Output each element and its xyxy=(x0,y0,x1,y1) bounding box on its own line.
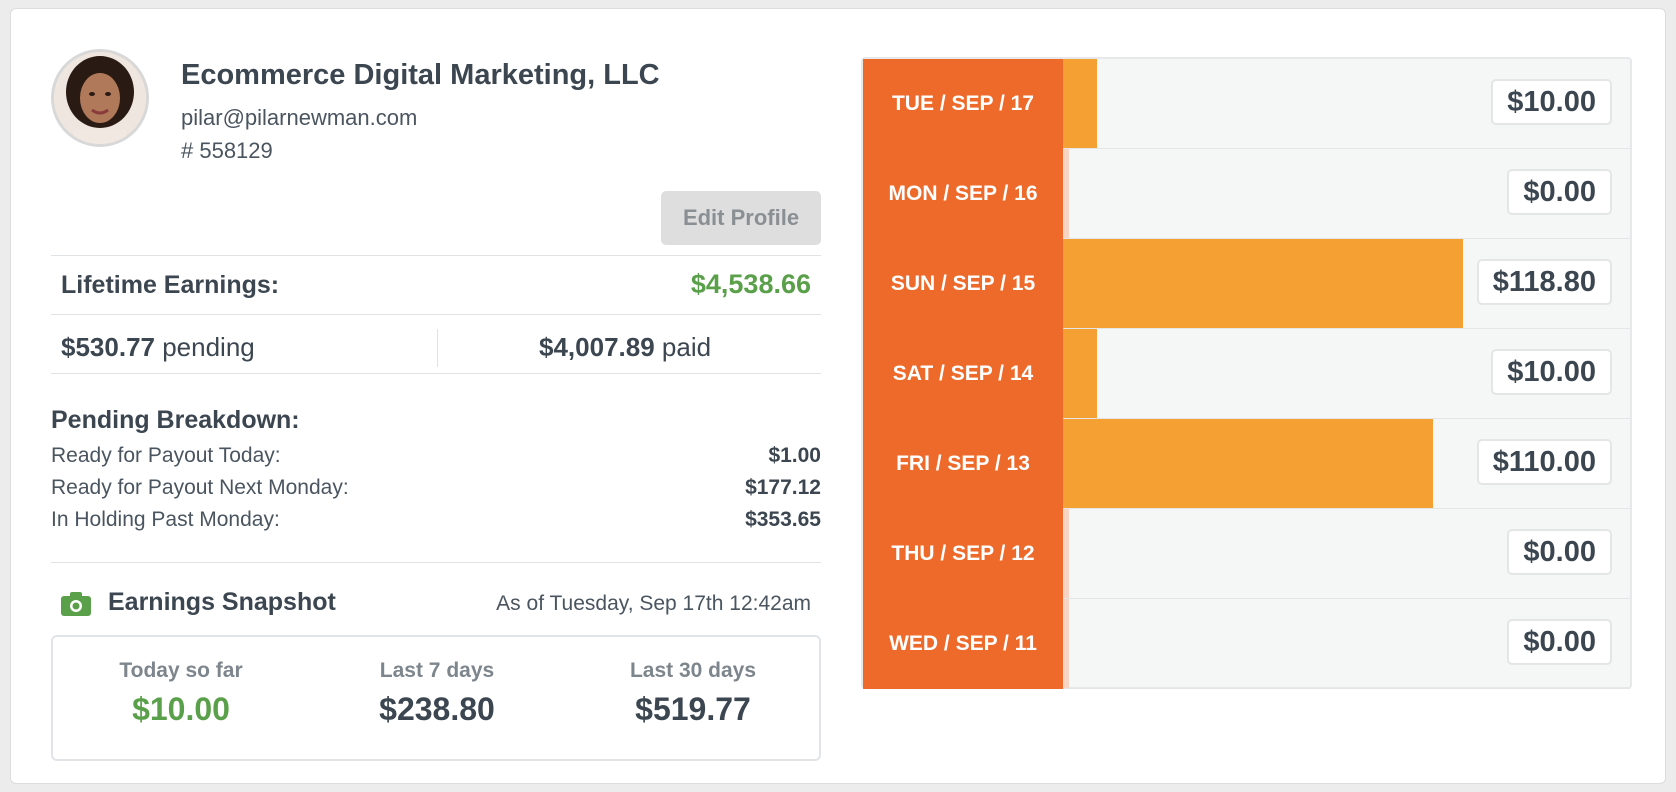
pending-word: pending xyxy=(154,332,255,362)
lifetime-earnings-value: $4,538.66 xyxy=(690,269,811,299)
snapshot-box: Today so far $10.00 Last 7 days $238.80 … xyxy=(51,635,821,761)
snapshot-value: $519.77 xyxy=(635,691,751,727)
bar-row: WED / SEP / 11 $0.00 xyxy=(863,599,1630,689)
bar-row: FRI / SEP / 13 $110.00 xyxy=(863,419,1630,509)
breakdown-row: In Holding Past Monday: $353.65 xyxy=(51,508,821,532)
pending-breakdown-title: Pending Breakdown: xyxy=(51,406,300,434)
breakdown-label: Ready for Payout Next Monday: xyxy=(51,476,349,499)
paid-amount: $4,007.89 xyxy=(539,332,655,362)
amount-label: $0.00 xyxy=(1507,619,1612,665)
snapshot-7days: Last 7 days $238.80 xyxy=(309,659,565,728)
day-label: SUN / SEP / 15 xyxy=(863,239,1063,329)
bar-row: TUE / SEP / 17 $10.00 xyxy=(863,59,1630,149)
bar-row: MON / SEP / 16 $0.00 xyxy=(863,149,1630,239)
earnings-snapshot-title: Earnings Snapshot xyxy=(108,588,336,616)
profile-email: pilar@pilarnewman.com xyxy=(181,105,418,130)
account-number: # 558129 xyxy=(181,138,273,163)
breakdown-value: $177.12 xyxy=(745,476,821,499)
avatar-image xyxy=(54,52,146,144)
day-label: THU / SEP / 12 xyxy=(863,509,1063,599)
camera-icon xyxy=(61,592,91,616)
pending-amount: $530.77 xyxy=(61,332,155,362)
amount-label: $10.00 xyxy=(1491,349,1612,395)
amount-label: $110.00 xyxy=(1476,439,1612,485)
divider xyxy=(51,255,821,256)
breakdown-value: $353.65 xyxy=(745,508,821,531)
earnings-card: Ecommerce Digital Marketing, LLC pilar@p… xyxy=(10,8,1666,784)
avatar xyxy=(51,49,149,147)
snapshot-value: $10.00 xyxy=(132,691,230,727)
bar-fill xyxy=(1063,239,1463,328)
bar-fill xyxy=(1063,329,1097,418)
bar-edge xyxy=(1063,599,1069,688)
snapshot-30days: Last 30 days $519.77 xyxy=(565,659,821,728)
snapshot-label: Last 30 days xyxy=(629,659,757,682)
divider xyxy=(51,373,821,374)
divider xyxy=(437,329,438,367)
amount-label: $0.00 xyxy=(1507,529,1612,575)
breakdown-value: $1.00 xyxy=(768,444,821,467)
breakdown-row: Ready for Payout Next Monday: $177.12 xyxy=(51,476,821,500)
daily-earnings-chart: TUE / SEP / 17 $10.00 MON / SEP / 16 $0.00 S… xyxy=(861,57,1632,689)
edit-profile-button[interactable]: Edit Profile xyxy=(661,191,821,245)
paid-word: paid xyxy=(654,332,712,362)
breakdown-label: Ready for Payout Today: xyxy=(51,444,281,467)
snapshot-label: Last 7 days xyxy=(379,659,495,682)
day-label: MON / SEP / 16 xyxy=(863,149,1063,239)
day-label: SAT / SEP / 14 xyxy=(863,329,1063,419)
bar-edge xyxy=(1063,149,1069,238)
pending-total: $530.77 pending xyxy=(61,332,255,363)
divider xyxy=(51,562,821,563)
day-label: WED / SEP / 11 xyxy=(863,599,1063,689)
bar-edge xyxy=(1063,509,1069,598)
snapshot-timestamp: As of Tuesday, Sep 17th 12:42am xyxy=(496,592,811,615)
day-label: TUE / SEP / 17 xyxy=(863,59,1063,149)
breakdown-label: In Holding Past Monday: xyxy=(51,508,280,531)
breakdown-row: Ready for Payout Today: $1.00 xyxy=(51,444,821,468)
paid-total: $4,007.89 paid xyxy=(539,332,711,363)
bar-row: SUN / SEP / 15 $118.80 xyxy=(863,239,1630,329)
snapshot-today: Today so far $10.00 xyxy=(53,659,309,728)
lifetime-earnings-label: Lifetime Earnings: xyxy=(61,271,280,299)
amount-label: $0.00 xyxy=(1507,169,1612,215)
bar-row: SAT / SEP / 14 $10.00 xyxy=(863,329,1630,419)
bar-fill xyxy=(1063,59,1097,148)
amount-label: $118.80 xyxy=(1476,259,1612,305)
snapshot-label: Today so far xyxy=(119,659,243,682)
bar-fill xyxy=(1063,419,1434,508)
day-label: FRI / SEP / 13 xyxy=(863,419,1063,509)
divider xyxy=(51,314,821,315)
bar-row: THU / SEP / 12 $0.00 xyxy=(863,509,1630,599)
amount-label: $10.00 xyxy=(1491,79,1612,125)
company-name: Ecommerce Digital Marketing, LLC xyxy=(181,59,660,91)
snapshot-value: $238.80 xyxy=(379,691,495,727)
